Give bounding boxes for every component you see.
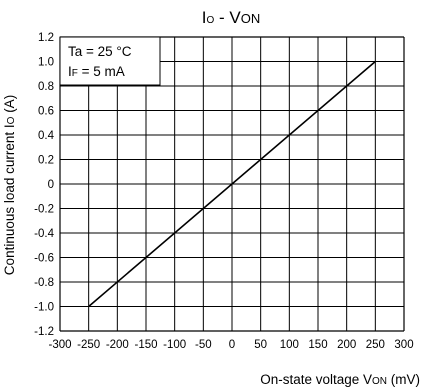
x-tick-label: -50 [195,339,212,351]
x-tick-label: 0 [229,339,235,351]
grid [59,36,405,332]
x-tick-label: 250 [366,339,385,351]
y-tick-label: 0.2 [38,155,54,167]
y-tick-label: -0.8 [34,277,54,289]
y-tick-label: 0.8 [38,81,54,93]
series-line [88,60,376,308]
chart-title: IO - VON [202,8,260,27]
y-tick-label: 1.2 [38,32,54,44]
x-tick-label: 150 [308,339,327,351]
y-tick-label: 0 [48,179,54,191]
series-group [88,60,376,308]
x-tick-label: 50 [254,339,267,351]
x-tick-label: -200 [106,339,129,351]
x-tick-label: 300 [394,339,413,351]
y-tick-label: -0.2 [34,204,54,216]
x-tick-label: -250 [77,339,100,351]
annotation-box [59,36,161,86]
y-tick-label: -1.2 [34,326,54,338]
x-tick-label: -300 [48,339,71,351]
annotation-temperature: Ta = 25 °C [68,44,132,59]
x-tick-label: 100 [280,339,299,351]
annotation-forward-current: IF = 5 mA [68,64,125,79]
x-tick-label: 200 [337,339,356,351]
x-tick-label: -100 [163,339,186,351]
y-tick-label: -0.6 [34,253,54,265]
x-tick-label: -150 [134,339,157,351]
y-tick-label: -1.0 [34,302,54,314]
x-tick-labels: -300 -250 -200 -150 -100 -50 0 50 100 150 200 250 30… [48,339,413,351]
y-tick-label: 1.0 [38,57,54,69]
y-tick-label: -0.4 [34,228,54,240]
y-axis-label: Continuous load current IO (A) [2,95,17,275]
x-axis-label: On-state voltage VON (mV) [260,372,420,387]
y-tick-labels: 1.2 1.0 0.8 0.6 0.4 0.2 0 -0.2 -0.4 -0.6 -0.8 -1.0 -… [34,32,54,338]
y-tick-label: 0.4 [38,130,55,142]
y-tick-label: 0.6 [38,106,54,118]
